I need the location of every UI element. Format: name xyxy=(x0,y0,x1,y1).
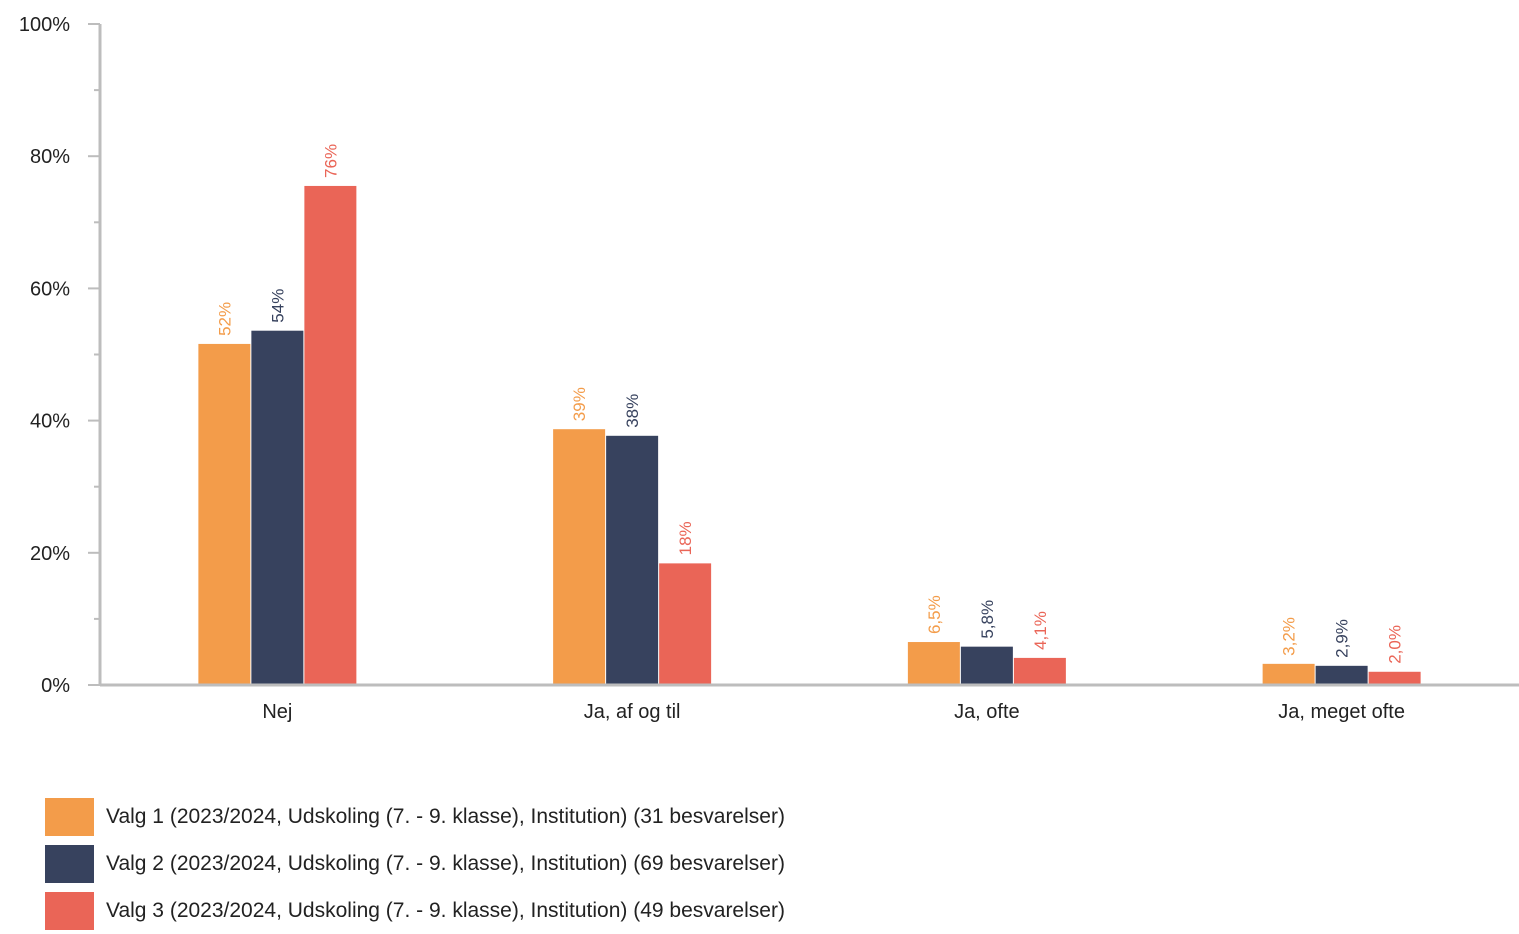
bar-value-label: 2,0% xyxy=(1386,625,1405,664)
bar xyxy=(960,646,1013,685)
legend-label-series-2: Valg 2 (2023/2024, Udskoling (7. - 9. kl… xyxy=(106,851,785,875)
y-axis: 0% 20% 40% 60% 80% 100% xyxy=(19,14,102,697)
y-tick-label: 0% xyxy=(41,675,70,697)
bar xyxy=(1368,671,1421,685)
bar-value-label: 6,5% xyxy=(925,595,944,634)
bar xyxy=(1315,665,1368,685)
bar-value-label: 38% xyxy=(623,394,642,428)
y-tick-label: 60% xyxy=(30,278,70,300)
y-tick-label: 20% xyxy=(30,543,70,565)
legend-item-series-1: Valg 1 (2023/2024, Udskoling (7. - 9. kl… xyxy=(45,793,785,840)
legend-swatch-series-1 xyxy=(45,797,94,836)
bar-value-label: 3,2% xyxy=(1280,617,1299,656)
x-category-label: Ja, af og til xyxy=(584,701,681,723)
bar xyxy=(553,429,606,685)
legend-item-series-2: Valg 2 (2023/2024, Udskoling (7. - 9. kl… xyxy=(45,840,785,887)
legend-item-series-3: Valg 3 (2023/2024, Udskoling (7. - 9. kl… xyxy=(45,887,785,934)
x-category-label: Ja, ofte xyxy=(954,701,1020,723)
x-category-label: Nej xyxy=(262,701,292,723)
bar-value-label: 54% xyxy=(268,289,287,323)
x-axis: Nej Ja, af og til Ja, ofte Ja, meget ofte xyxy=(100,683,1519,723)
bar xyxy=(198,343,251,685)
bar xyxy=(1013,657,1066,685)
legend-label-series-1: Valg 1 (2023/2024, Udskoling (7. - 9. kl… xyxy=(106,804,785,828)
bar-value-label: 18% xyxy=(676,521,695,555)
y-tick-label: 80% xyxy=(30,146,70,168)
y-tick-label: 40% xyxy=(30,411,70,433)
bar-labels: 52% 54% 76% 39% 38% 18% 6,5% 5,8% 4,1% 3,2% 2,9% 2,… xyxy=(215,144,1404,664)
bar xyxy=(907,642,960,685)
legend-swatch-series-2 xyxy=(45,844,94,883)
bar-value-label: 4,1% xyxy=(1031,611,1050,650)
bar xyxy=(659,563,712,685)
legend: Valg 1 (2023/2024, Udskoling (7. - 9. kl… xyxy=(45,793,785,934)
bar xyxy=(1262,663,1315,685)
bar-value-label: 52% xyxy=(215,302,234,336)
bar-chart: 0% 20% 40% 60% 80% 100% 52% 54% 76% 39% 38% 18% 6,5… xyxy=(19,14,1519,723)
bar xyxy=(304,185,357,685)
bar-value-label: 2,9% xyxy=(1333,619,1352,658)
bars xyxy=(198,185,1421,685)
bar-value-label: 5,8% xyxy=(978,600,997,639)
x-category-label: Ja, meget ofte xyxy=(1278,701,1405,723)
bar-value-label: 39% xyxy=(570,387,589,421)
legend-label-series-3: Valg 3 (2023/2024, Udskoling (7. - 9. kl… xyxy=(106,898,785,922)
bar xyxy=(251,330,304,685)
bar xyxy=(606,435,659,685)
legend-swatch-series-3 xyxy=(45,891,94,930)
y-tick-label: 100% xyxy=(19,14,70,36)
bar-value-label: 76% xyxy=(321,144,340,178)
